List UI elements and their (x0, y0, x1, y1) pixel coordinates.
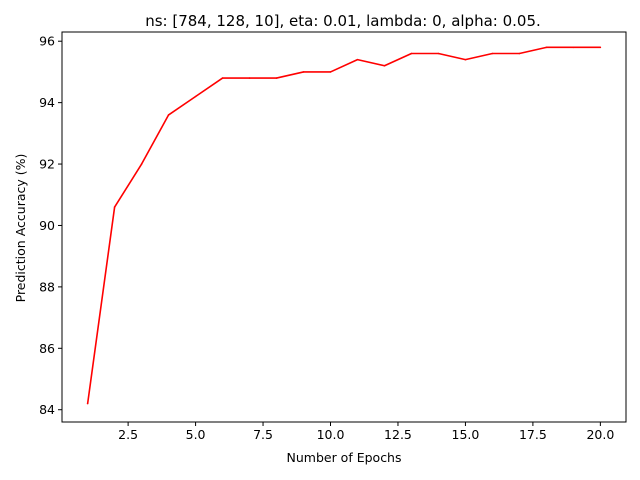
data-point (437, 52, 440, 55)
x-tick-label: 10.0 (317, 427, 345, 442)
x-tick-label: 2.5 (118, 427, 138, 442)
x-axis-label: Number of Epochs (287, 450, 402, 465)
data-point (356, 58, 359, 61)
series-line-accuracy (86, 46, 601, 404)
x-tick-label: 17.5 (519, 427, 547, 442)
data-point (302, 71, 305, 73)
x-axis: 2.5 5.0 7.5 10.0 12.5 15.0 17.5 20.0 (118, 422, 614, 442)
y-tick-label: 88 (39, 279, 55, 294)
data-point (329, 71, 332, 73)
plot-area (86, 46, 602, 405)
x-tick-label: 20.0 (586, 427, 614, 442)
y-tick-label: 90 (39, 218, 55, 233)
data-point (518, 52, 521, 55)
data-point (599, 46, 602, 49)
data-point (248, 77, 251, 79)
y-tick-label: 86 (39, 341, 55, 356)
x-tick-label: 15.0 (452, 427, 480, 442)
data-point (275, 77, 278, 79)
data-point (221, 77, 224, 79)
data-point (464, 58, 467, 61)
y-axis-label: Prediction Accuracy (%) (13, 154, 28, 303)
data-point (167, 114, 170, 116)
data-point (194, 95, 197, 98)
data-point (383, 64, 386, 67)
plot-frame (61, 31, 627, 423)
x-tick-label: 12.5 (384, 427, 412, 442)
y-tick-label: 92 (39, 157, 55, 172)
x-tick-label: 5.0 (186, 427, 206, 442)
y-tick-label: 96 (39, 34, 55, 49)
data-point (410, 52, 413, 55)
data-point (572, 46, 575, 49)
data-point (140, 163, 143, 165)
data-point (113, 206, 116, 208)
y-tick-label: 84 (39, 402, 55, 417)
y-axis: 84 86 88 90 92 94 96 (39, 34, 62, 417)
y-tick-label: 94 (39, 95, 55, 110)
x-tick-label: 7.5 (253, 427, 273, 442)
data-point (545, 46, 548, 49)
chart-title: ns: [784, 128, 10], eta: 0.01, lambda: 0… (145, 12, 541, 30)
data-point (86, 402, 89, 405)
data-point (491, 52, 494, 55)
